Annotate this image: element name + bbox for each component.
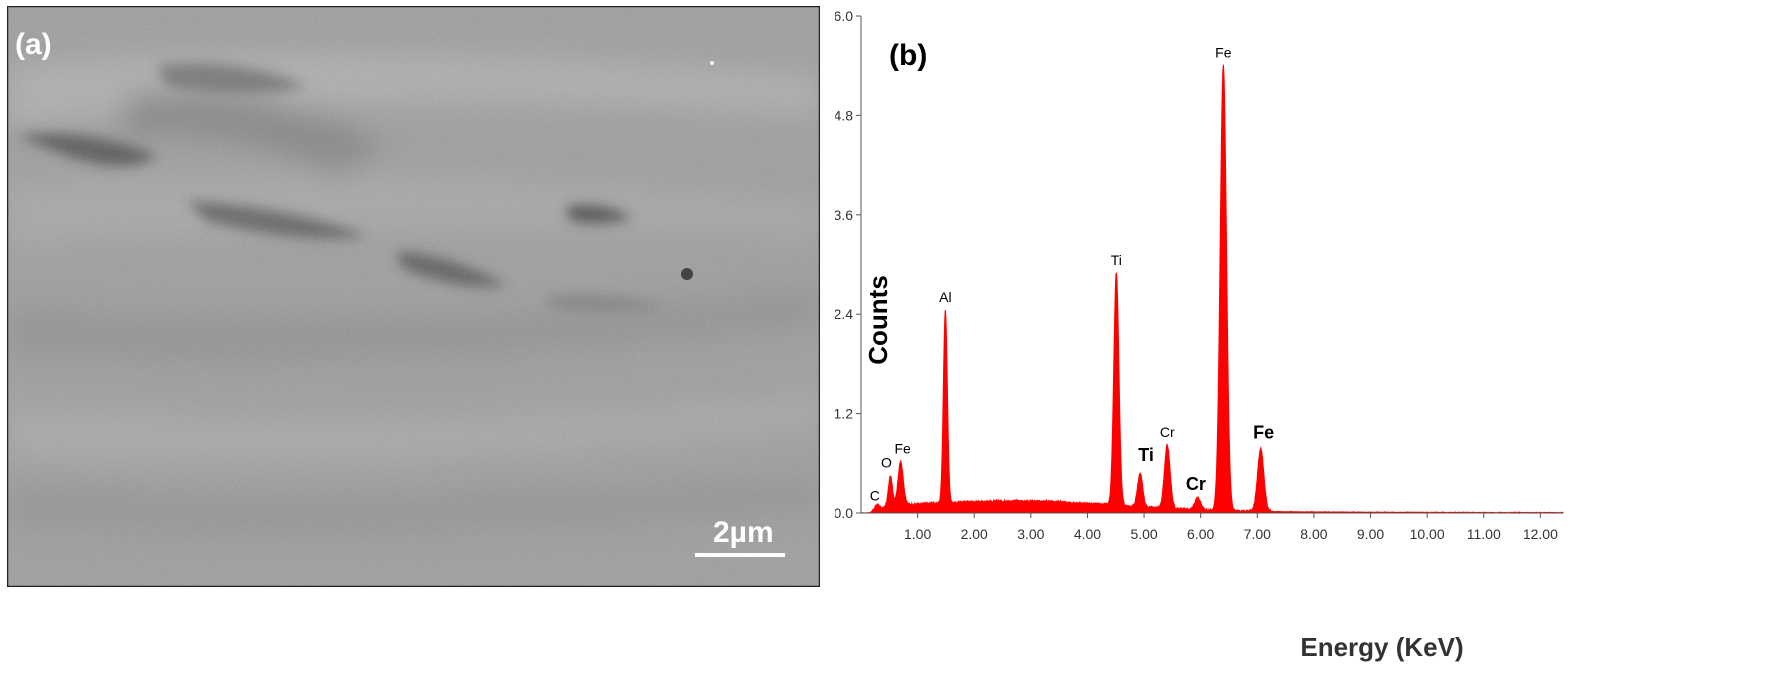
y-tick-label: 3.6 [835,207,853,223]
peak-label-o: O [881,455,892,471]
peak-label-fe: Fe [894,441,911,457]
x-tick-label: 10.00 [1410,526,1445,542]
x-tick-label: 4.00 [1074,526,1101,542]
x-tick-label: 1.00 [904,526,931,542]
y-tick-labels: 0.0 1.2 2.4 3.6 4.8 6.0 [835,8,861,521]
peak-label-cr: Cr [1160,424,1175,440]
y-tick-label: 0.0 [835,505,853,521]
peak-label-cr: Cr [1186,474,1206,494]
x-tick-label: 8.00 [1300,526,1327,542]
peak-label-al: Al [939,289,951,305]
peak-label-fe: Fe [1253,422,1274,442]
x-tick-label: 7.00 [1244,526,1271,542]
x-tick-label: 3.00 [1017,526,1044,542]
scale-bar-line [695,553,785,557]
sem-micrograph-image [7,6,820,587]
sem-micrograph-panel: (a) 2µm [7,6,820,587]
eds-spectrum-panel: 0.0 1.2 2.4 3.6 4.8 6.0 1.00 2.00 3.00 4.00 5.00 6… [835,0,1770,673]
panel-a-label: (a) [15,28,52,61]
x-tick-label: 2.00 [961,526,988,542]
y-tick-label: 4.8 [835,107,853,123]
x-tick-label: 6.00 [1187,526,1214,542]
y-tick-label: 1.2 [835,406,853,422]
peak-label-c: C [870,488,880,504]
x-tick-label: 12.00 [1523,526,1558,542]
peak-label-ti: Ti [1138,445,1154,465]
panel-b-label: (b) [889,39,927,72]
x-axis-title: Energy (KeV) [1300,632,1463,662]
spectrum-series [859,64,1564,515]
x-tick-label: 5.00 [1130,526,1157,542]
eds-spectrum-chart: 0.0 1.2 2.4 3.6 4.8 6.0 1.00 2.00 3.00 4.00 5.00 6… [835,8,1564,662]
scale-bar-label: 2µm [713,516,774,549]
x-tick-label: 11.00 [1467,526,1501,542]
y-tick-label: 2.4 [835,306,853,322]
chart-axes [860,16,1563,514]
x-tick-label: 9.00 [1357,526,1384,542]
x-tick-labels: 1.00 2.00 3.00 4.00 5.00 6.00 7.00 8.00 9.00 10.0… [904,513,1558,542]
y-tick-label: 6.0 [835,8,853,24]
y-axis-title: Counts [863,275,893,365]
peak-label-fe: Fe [1215,45,1232,61]
peak-label-ti: Ti [1111,252,1122,268]
